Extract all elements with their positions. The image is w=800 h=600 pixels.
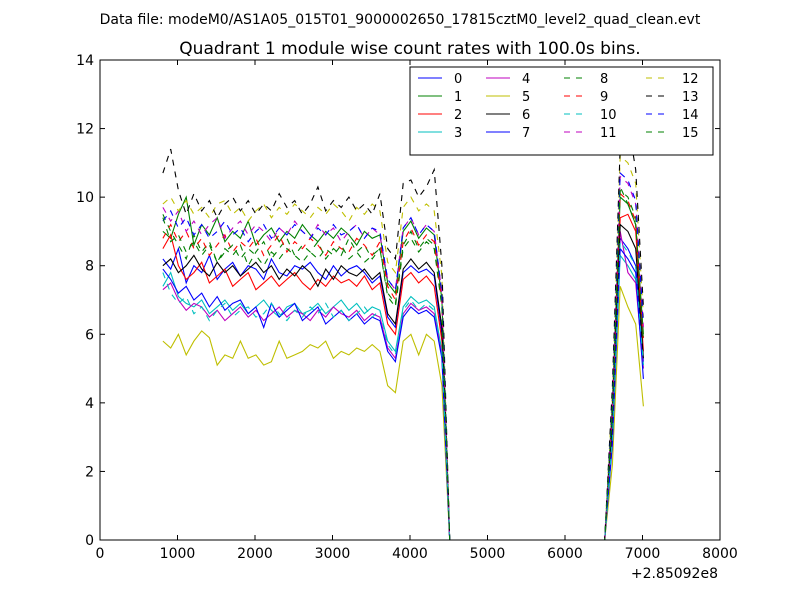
y-tick-label: 8 [85, 259, 94, 275]
legend-label-13: 13 [682, 90, 699, 105]
x-tick-label: 3000 [315, 546, 351, 562]
y-tick-label: 12 [76, 122, 94, 138]
series-line-7 [162, 247, 644, 541]
series-line-9 [162, 192, 644, 541]
x-tick-label: 6000 [547, 546, 583, 562]
x-tick-label: 2000 [237, 546, 273, 562]
legend-label-12: 12 [682, 72, 699, 87]
x-tick-label: 0 [96, 546, 105, 562]
x-tick-label: 1000 [160, 546, 196, 562]
legend-label-15: 15 [682, 126, 699, 141]
legend-label-3: 3 [454, 126, 462, 141]
legend-label-2: 2 [454, 108, 462, 123]
plot-area: 0 1000 2000 3000 4000 5000 6000 7000 8000 0 2 4 6 8 1… [76, 53, 738, 582]
legend-label-4: 4 [522, 72, 530, 87]
x-axis: 0 1000 2000 3000 4000 5000 6000 7000 8000 [96, 60, 738, 562]
series-line-2 [162, 213, 644, 541]
series-line-10 [162, 240, 644, 541]
legend-label-11: 11 [600, 126, 617, 141]
legend-label-1: 1 [454, 90, 462, 105]
chart-suptitle: Data file: modeM0/AS1A05_015T01_90000026… [100, 12, 701, 28]
series-line-4 [162, 231, 644, 541]
x-axis-offset-label: +2.85092e8 [631, 566, 718, 582]
series-line-15 [162, 186, 644, 541]
legend-frame [409, 66, 714, 156]
legend-label-5: 5 [522, 90, 530, 105]
legend-label-6: 6 [522, 108, 530, 123]
y-tick-label: 6 [85, 327, 94, 343]
series-line-6 [162, 223, 644, 541]
x-tick-label: 8000 [702, 546, 738, 562]
legend-label-14: 14 [682, 108, 699, 123]
x-tick-label: 7000 [625, 546, 661, 562]
y-tick-label: 4 [85, 396, 94, 412]
series-line-3 [162, 253, 644, 541]
series-line-12 [162, 154, 644, 541]
series-layer [162, 121, 644, 541]
x-tick-label: 4000 [392, 546, 428, 562]
x-tick-label: 5000 [470, 546, 506, 562]
y-tick-label: 2 [85, 464, 94, 480]
y-tick-label: 10 [76, 190, 94, 206]
legend-label-0: 0 [454, 72, 462, 87]
chart-title: Quadrant 1 module wise count rates with … [179, 39, 640, 59]
series-line-5 [162, 286, 644, 541]
legend-label-10: 10 [600, 108, 617, 123]
legend-label-8: 8 [600, 72, 608, 87]
y-tick-label: 0 [85, 533, 94, 549]
series-line-13 [162, 121, 644, 541]
y-tick-label: 14 [76, 53, 94, 69]
legend-label-7: 7 [522, 126, 530, 141]
series-line-14 [162, 171, 644, 541]
legend-label-9: 9 [600, 90, 608, 105]
